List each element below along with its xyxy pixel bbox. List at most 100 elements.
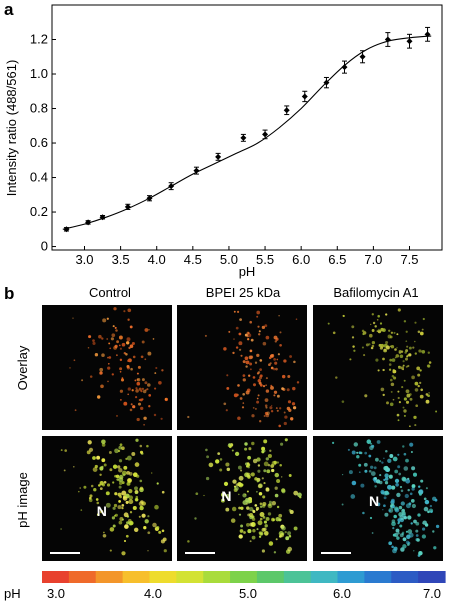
vesicle [146, 444, 149, 448]
vesicle [385, 341, 389, 344]
vesicle [123, 512, 129, 518]
vesicle [238, 341, 243, 346]
vesicle [256, 372, 260, 375]
vesicle [384, 490, 390, 496]
vesicle [382, 509, 384, 511]
vesicle [118, 445, 122, 450]
vesicle [248, 447, 252, 451]
vesicle [113, 503, 118, 508]
vesicle [417, 384, 420, 388]
vesicle [396, 333, 399, 336]
vesicle [274, 361, 278, 365]
vesicle [147, 515, 150, 518]
vesicle [417, 373, 421, 377]
vesicle [351, 336, 355, 339]
vesicle [96, 501, 100, 505]
vesicle [164, 398, 167, 400]
vesicle [238, 534, 243, 539]
vesicle [147, 383, 151, 387]
vesicle [428, 392, 430, 394]
vesicle [230, 518, 236, 523]
vesicle [131, 341, 135, 346]
vesicle [259, 359, 263, 362]
vesicle [403, 466, 409, 471]
vesicle [342, 315, 345, 318]
vesicle [405, 478, 411, 484]
vesicle [407, 478, 409, 480]
vesicle [232, 351, 235, 355]
vesicle [129, 408, 133, 412]
vesicle [265, 384, 267, 387]
vesicle [407, 488, 410, 492]
vesicle [274, 472, 280, 478]
vesicle [273, 358, 276, 361]
vesicle [270, 385, 274, 390]
vesicle [418, 349, 422, 353]
vesicle [297, 492, 302, 498]
vesicle [119, 358, 123, 362]
vesicle [384, 481, 389, 485]
vesicle [116, 415, 118, 417]
vesicle [289, 355, 293, 358]
vesicle [396, 536, 400, 540]
micrograph-background [42, 436, 172, 561]
vesicle [257, 378, 262, 383]
vesicle [137, 402, 142, 406]
vesicle [265, 406, 268, 409]
vesicle [264, 520, 267, 524]
vesicle [257, 520, 263, 526]
vesicle [226, 374, 229, 377]
vesicle [128, 489, 133, 494]
vesicle [402, 537, 407, 542]
vesicle [127, 359, 130, 363]
vesicle [146, 388, 149, 391]
vesicle [258, 330, 261, 333]
vesicle [237, 465, 242, 470]
vesicle [139, 479, 143, 483]
vesicle [141, 378, 145, 382]
vesicle [356, 451, 359, 454]
vesicle [373, 466, 377, 470]
vesicle [358, 471, 361, 474]
colorbar-tick-3: 3.0 [47, 586, 65, 601]
vesicle [129, 511, 133, 514]
vesicle [134, 486, 138, 491]
vesicle [383, 496, 387, 500]
vesicle [275, 516, 280, 522]
y-tick-label: 0 [41, 239, 48, 254]
vesicle [400, 350, 404, 353]
vesicle [256, 490, 258, 493]
vesicle [244, 442, 248, 446]
vesicle [278, 513, 283, 518]
vesicle [101, 353, 105, 357]
micrograph-background [313, 305, 443, 430]
vesicle [265, 457, 269, 461]
vesicle [260, 374, 263, 377]
x-tick-label: 4.5 [184, 252, 202, 267]
vesicle [368, 343, 371, 346]
vesicle [288, 474, 292, 477]
vesicle [232, 479, 237, 484]
vesicle [398, 401, 401, 404]
vesicle [383, 457, 385, 460]
vesicle [401, 386, 404, 389]
vesicle [88, 447, 94, 452]
vesicle [99, 367, 104, 372]
vesicle [113, 346, 117, 350]
vesicle [100, 384, 104, 389]
vesicle [135, 438, 139, 442]
vesicle [279, 464, 282, 467]
vesicle [115, 474, 120, 479]
micrograph-background [42, 305, 172, 430]
vesicle [263, 439, 268, 444]
vesicle [389, 378, 393, 382]
vesicle [415, 521, 420, 526]
vesicle [127, 393, 130, 396]
vesicle [362, 511, 365, 515]
vesicle [267, 503, 273, 509]
data-point [359, 53, 366, 60]
vesicle [270, 409, 274, 413]
vesicle [402, 445, 405, 448]
vesicle [255, 506, 260, 511]
data-point [85, 219, 92, 226]
